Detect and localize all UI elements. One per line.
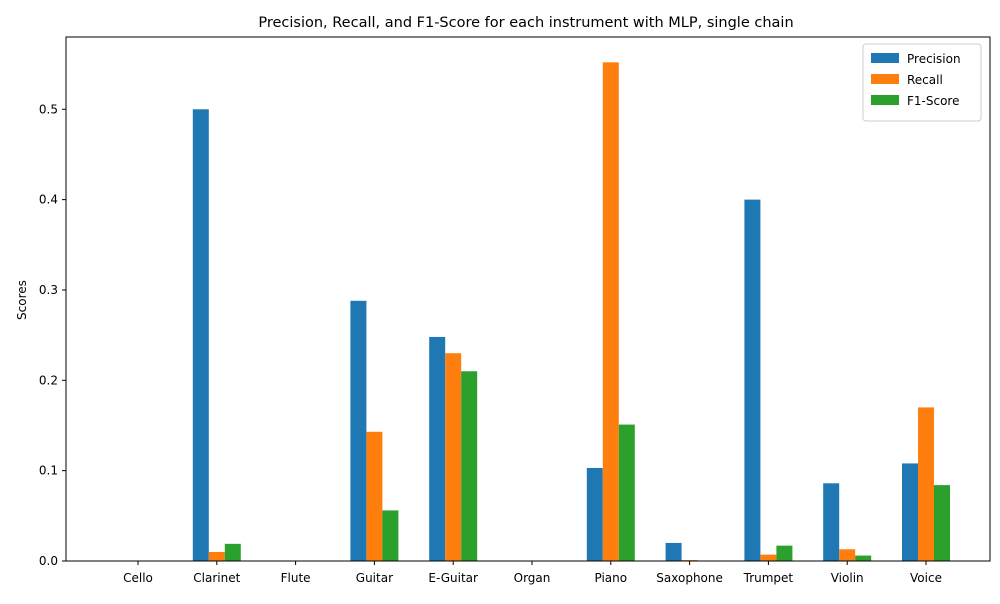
chart-title: Precision, Recall, and F1-Score for each… — [258, 15, 793, 31]
bar-precision-trumpet — [744, 199, 761, 561]
bar-f1-score-e-guitar — [461, 371, 478, 561]
legend-label-f1-score: F1-Score — [907, 94, 959, 108]
legend-label-precision: Precision — [907, 52, 961, 66]
x-tick-label: Cello — [123, 571, 153, 585]
legend-label-recall: Recall — [907, 73, 943, 87]
y-axis-label: Scores — [15, 280, 29, 320]
y-tick-label: 0.3 — [39, 283, 58, 297]
legend-swatch-f1-score — [871, 95, 899, 105]
bar-f1-score-voice — [934, 485, 950, 561]
x-tick-label: Guitar — [356, 571, 393, 585]
bar-precision-saxophone — [665, 542, 682, 561]
bar-precision-e-guitar — [429, 336, 446, 561]
bar-recall-e-guitar — [445, 353, 462, 561]
y-tick-label: 0.0 — [39, 554, 58, 568]
bar-recall-piano — [602, 62, 619, 562]
bar-f1-score-guitar — [382, 510, 399, 561]
bar-f1-score-clarinet — [224, 543, 241, 561]
bar-recall-violin — [839, 549, 856, 561]
bar-precision-piano — [586, 467, 603, 561]
y-tick-label: 0.4 — [39, 193, 58, 207]
legend: Precision Recall F1-Score — [862, 43, 982, 122]
legend-swatch-precision — [871, 53, 899, 63]
bar-f1-score-trumpet — [776, 545, 793, 561]
bar-precision-violin — [823, 483, 840, 561]
bar-precision-clarinet — [192, 109, 209, 561]
x-tick-label: E-Guitar — [428, 571, 478, 585]
bar-recall-clarinet — [208, 551, 225, 561]
bar-precision-voice — [902, 463, 918, 561]
y-tick-label: 0.5 — [39, 102, 58, 116]
bar-f1-score-piano — [618, 424, 635, 561]
plot-area: Cello Clarinet Flute Guitar E-Guitar Organ Pia… — [39, 62, 950, 585]
x-tick-label: Flute — [281, 571, 311, 585]
bar-recall-voice — [918, 407, 934, 561]
x-tick-label: Saxophone — [656, 571, 723, 585]
bar-recall-guitar — [366, 431, 383, 561]
x-tick-label: Clarinet — [193, 571, 240, 585]
y-tick-label: 0.2 — [39, 373, 58, 387]
bar-precision-guitar — [350, 300, 367, 561]
x-tick-label: Voice — [910, 571, 942, 585]
bar-recall-trumpet — [760, 554, 777, 561]
x-tick-label: Organ — [514, 571, 551, 585]
x-tick-label: Trumpet — [743, 571, 794, 585]
x-tick-label: Piano — [594, 571, 627, 585]
x-tick-label: Violin — [831, 571, 864, 585]
bar-f1-score-violin — [855, 555, 872, 561]
y-tick-label: 0.1 — [39, 464, 58, 478]
legend-swatch-recall — [871, 74, 899, 84]
plot-frame — [65, 36, 991, 562]
